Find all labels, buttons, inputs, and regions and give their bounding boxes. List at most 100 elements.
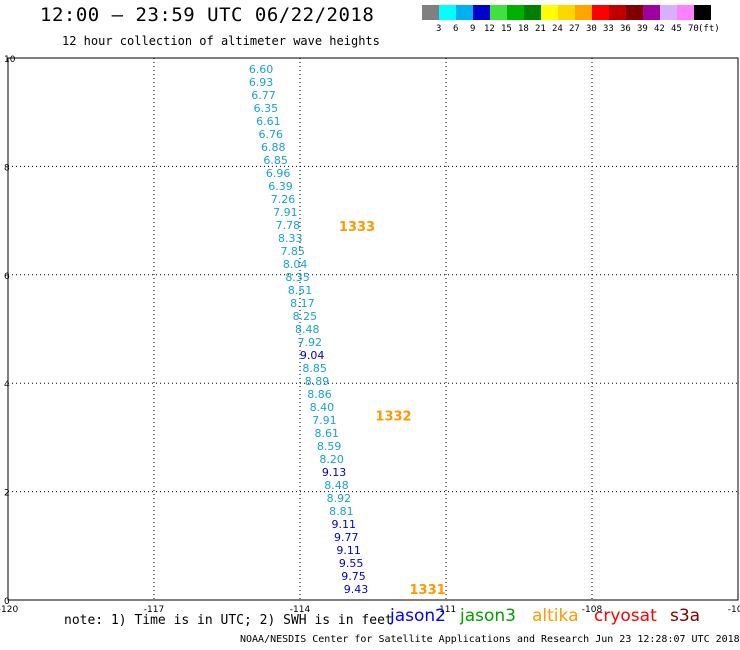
wave-height-label: 6.76 [259, 128, 284, 141]
pass-number-label: 1333 [339, 220, 375, 235]
wave-height-label: 8.89 [305, 375, 330, 388]
color-scale-label: 42 [654, 24, 665, 34]
wave-height-label: 6.93 [249, 76, 274, 89]
wave-height-label: 6.77 [251, 89, 276, 102]
satellite-altika: altika [532, 606, 579, 626]
color-scale-label: 9 [470, 24, 476, 34]
color-swatch [524, 5, 541, 20]
color-swatch [507, 5, 524, 20]
x-tick-label: -114 [290, 605, 311, 615]
wave-height-label: 8.51 [288, 284, 313, 297]
wave-height-label: 9.55 [339, 557, 364, 570]
y-tick-label: 0 [4, 597, 10, 607]
wave-height-label: 6.85 [263, 154, 288, 167]
wave-height-label: 6.35 [254, 102, 279, 115]
color-swatch [473, 5, 490, 20]
wave-height-label: 8.20 [319, 453, 344, 466]
color-swatch [694, 5, 711, 20]
color-swatch [439, 5, 456, 20]
wave-height-label: 6.60 [249, 63, 274, 76]
color-scale-label: 24 [552, 24, 563, 34]
wave-height-label: 8.61 [315, 427, 340, 440]
color-scale-label: 15 [501, 24, 512, 34]
x-tick-label: -120 [0, 605, 18, 615]
color-swatch [490, 5, 507, 20]
color-scale-label: 70 [688, 24, 699, 34]
color-swatch [626, 5, 643, 20]
y-tick-label: 4 [4, 380, 10, 390]
color-scale-label: 30 [586, 24, 597, 34]
y-tick-label: 10 [4, 55, 16, 65]
color-scale-label: 33 [603, 24, 614, 34]
wave-height-label: 8.04 [283, 258, 308, 271]
wave-height-label: 8.35 [285, 271, 310, 284]
color-scale-label: 27 [569, 24, 580, 34]
satellite-s3a: s3a [670, 606, 701, 626]
wave-height-label: 7.78 [276, 219, 301, 232]
wave-height-label: 6.61 [256, 115, 281, 128]
wave-height-label: 8.25 [293, 310, 318, 323]
color-scale-label: 45 [671, 24, 682, 34]
wave-height-label: 7.91 [273, 206, 298, 219]
plot-frame [7, 57, 739, 601]
wave-height-label: 7.92 [297, 336, 322, 349]
wave-height-label: 7.91 [312, 414, 337, 427]
color-scale-label: 21 [535, 24, 546, 34]
chart-title: 12:00 – 23:59 UTC 06/22/2018 [40, 4, 375, 26]
wave-height-label: 9.77 [334, 531, 359, 544]
color-scale-unit: (ft) [698, 24, 720, 34]
satellite-cryosat: cryosat [594, 606, 657, 626]
wave-height-label: 6.88 [261, 141, 286, 154]
wave-height-label: 8.59 [317, 440, 342, 453]
x-tick-label: -105 [728, 605, 740, 615]
footer-credit: NOAA/NESDIS Center for Satellite Applica… [240, 634, 740, 645]
wave-height-label: 9.13 [322, 466, 347, 479]
color-swatch [422, 5, 439, 20]
color-swatch [575, 5, 592, 20]
color-swatch [558, 5, 575, 20]
wave-height-label: 8.33 [278, 232, 303, 245]
chart-subtitle: 12 hour collection of altimeter wave hei… [62, 34, 380, 48]
wave-height-label: 8.17 [290, 297, 315, 310]
wave-height-label: 6.96 [266, 167, 291, 180]
y-tick-label: 6 [4, 272, 10, 282]
wave-height-label: 9.04 [300, 349, 325, 362]
satellite-jason3: jason3 [460, 606, 516, 626]
wave-height-label: 7.85 [280, 245, 305, 258]
color-scale-label: 12 [484, 24, 495, 34]
color-scale-label: 36 [620, 24, 631, 34]
color-scale-label: 6 [453, 24, 459, 34]
note-text: note: 1) Time is in UTC; 2) SWH is in fe… [64, 613, 393, 628]
satellite-jason2: jason2 [390, 606, 446, 626]
wave-height-label: 9.75 [341, 570, 366, 583]
wave-height-label: 6.39 [268, 180, 293, 193]
color-swatch [643, 5, 660, 20]
wave-height-label: 9.43 [344, 583, 369, 596]
color-swatch [660, 5, 677, 20]
pass-number-label: 1331 [410, 583, 446, 598]
wave-height-label: 8.40 [310, 401, 335, 414]
color-swatch [541, 5, 558, 20]
pass-number-label: 1332 [375, 410, 411, 425]
wave-height-label: 9.11 [332, 518, 357, 531]
x-tick-label: -117 [144, 605, 164, 615]
color-swatch [677, 5, 694, 20]
wave-height-label: 8.86 [307, 388, 332, 401]
color-scale-label: 3 [436, 24, 442, 34]
color-swatch [609, 5, 626, 20]
color-scale-label: 39 [637, 24, 648, 34]
wave-height-label: 7.26 [271, 193, 296, 206]
x-tick-label: -111 [436, 605, 456, 615]
x-tick-label: -108 [582, 605, 603, 615]
color-scale-label: 18 [518, 24, 529, 34]
y-tick-label: 8 [4, 163, 10, 173]
y-tick-label: 2 [4, 489, 10, 499]
wave-height-label: 9.11 [336, 544, 361, 557]
wave-height-label: 8.48 [324, 479, 349, 492]
wave-height-label: 8.48 [295, 323, 320, 336]
wave-height-label: 8.81 [329, 505, 354, 518]
color-swatch [592, 5, 609, 20]
wave-height-label: 8.92 [327, 492, 352, 505]
wave-height-label: 8.85 [302, 362, 327, 375]
